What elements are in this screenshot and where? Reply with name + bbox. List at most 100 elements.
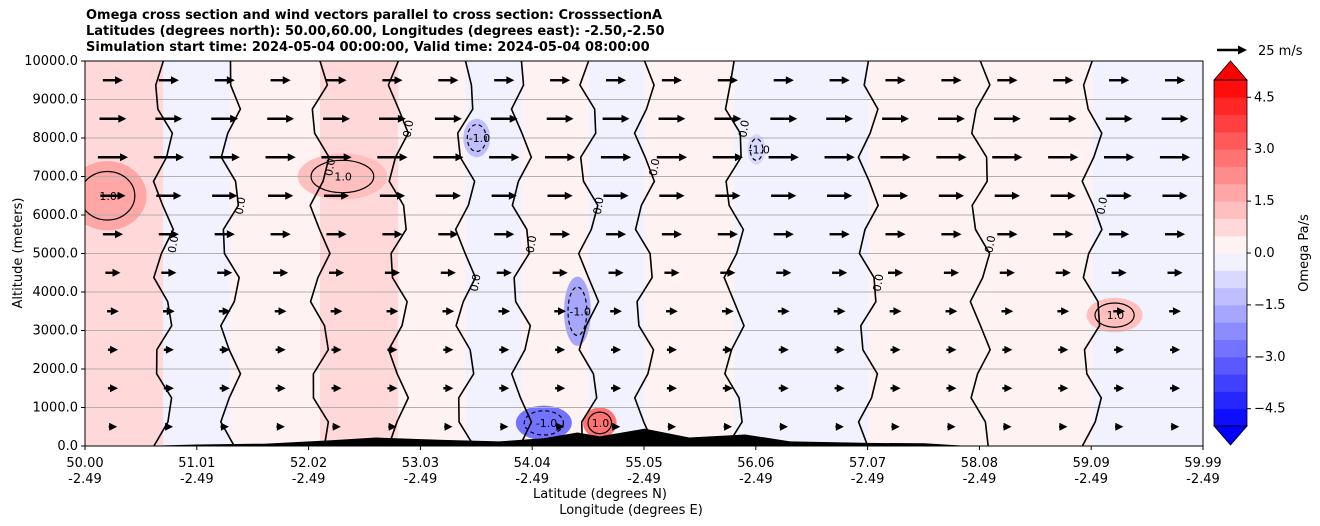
arrow-head bbox=[501, 345, 510, 354]
contour-loop bbox=[749, 138, 764, 161]
contour-line bbox=[577, 61, 600, 446]
wind-arrow bbox=[835, 422, 844, 431]
arrow-head bbox=[947, 422, 956, 431]
contour-loop bbox=[85, 170, 136, 221]
wind-arrow bbox=[829, 230, 850, 239]
arrow-head bbox=[1006, 268, 1015, 277]
terrain-profile bbox=[140, 428, 970, 446]
wind-arrow bbox=[659, 191, 685, 200]
wind-arrow bbox=[778, 384, 789, 393]
arrow-head bbox=[276, 422, 285, 431]
wind-arrow bbox=[723, 422, 733, 431]
wind-arrow bbox=[773, 230, 794, 239]
arrow-head bbox=[277, 384, 286, 393]
contour-line bbox=[309, 61, 331, 446]
wind-arrow bbox=[1164, 230, 1186, 239]
x-tick-label-lon: -2.49 bbox=[404, 472, 438, 487]
contour-loop bbox=[523, 410, 565, 436]
wind-arrow bbox=[1113, 307, 1126, 316]
arrow-head bbox=[231, 153, 240, 162]
arrow-head bbox=[1065, 76, 1074, 85]
y-tick-label: 9000.0 bbox=[33, 93, 79, 108]
arrow-head bbox=[734, 153, 743, 162]
wind-arrow bbox=[1169, 307, 1181, 316]
arrow-head bbox=[221, 384, 230, 393]
wind-arrow bbox=[768, 153, 799, 162]
contour-line bbox=[510, 61, 533, 446]
wind-arrow bbox=[379, 114, 406, 123]
arrow-head bbox=[679, 153, 688, 162]
arrow-head bbox=[1067, 191, 1076, 200]
quiver-key-arrow-head bbox=[1238, 45, 1247, 55]
colorbar-level bbox=[1214, 374, 1247, 392]
arrow-head bbox=[892, 345, 901, 354]
arrow-head bbox=[1118, 268, 1127, 277]
arrow-head bbox=[170, 76, 179, 85]
colorbar: 4.5 3.0 1.5 0.0 −1.5 −3.0 −4.5 Omega Pa/s bbox=[1213, 60, 1312, 446]
arrow-head bbox=[1009, 230, 1018, 239]
wind-arrow bbox=[494, 230, 515, 239]
wind-arrow bbox=[489, 153, 520, 162]
wind-arrow bbox=[611, 422, 621, 431]
x-tick-label-lon: -2.49 bbox=[1074, 472, 1108, 487]
arrow-head bbox=[902, 153, 911, 162]
contour-label: 0.0 bbox=[524, 235, 540, 254]
wind-arrow bbox=[379, 191, 406, 200]
wind-arrow bbox=[270, 230, 291, 239]
contour-loop bbox=[1094, 302, 1135, 328]
wind-arrow bbox=[388, 422, 397, 431]
wind-arrow bbox=[545, 153, 576, 162]
wind-arrow bbox=[1164, 76, 1186, 85]
wind-arrow bbox=[155, 114, 183, 123]
arrow-head bbox=[392, 268, 401, 277]
wind-arrow bbox=[1048, 153, 1079, 162]
wind-arrow bbox=[105, 268, 121, 277]
arrow-head bbox=[559, 268, 568, 277]
arrow-head bbox=[1115, 422, 1124, 431]
arrow-head bbox=[1123, 191, 1132, 200]
arrow-head bbox=[165, 345, 174, 354]
arrow-head bbox=[567, 153, 576, 162]
colorbar-tick-label: −3.0 bbox=[1254, 350, 1286, 365]
contour-loop bbox=[567, 286, 588, 337]
colorbar-level bbox=[1214, 166, 1247, 185]
arrow-head bbox=[781, 307, 790, 316]
colorbar-level bbox=[1214, 339, 1247, 358]
arrow-head bbox=[221, 345, 230, 354]
arrow-head bbox=[280, 268, 289, 277]
contour-label: 1.0 bbox=[592, 417, 610, 430]
y-axis: 0.0 1000.0 2000.0 3000.0 4000.0 5000.0 6000.0 7… bbox=[24, 54, 85, 454]
y-tick-label: 5000.0 bbox=[33, 247, 79, 262]
contour-label: 0.0 bbox=[736, 119, 752, 138]
wind-arrow bbox=[219, 384, 230, 393]
arrow-head bbox=[790, 153, 799, 162]
arrow-head bbox=[109, 384, 118, 393]
contour-line bbox=[969, 61, 992, 446]
arrow-head bbox=[729, 76, 738, 85]
x-tick-label-lat: 52.02 bbox=[290, 456, 327, 471]
arrow-head bbox=[341, 114, 350, 123]
wind-arrow bbox=[499, 384, 510, 393]
arrow-head bbox=[444, 422, 453, 431]
wind-arrow bbox=[433, 153, 464, 162]
wind-arrow bbox=[100, 191, 126, 200]
colorbar-level bbox=[1214, 114, 1247, 133]
contour-label: 0.0 bbox=[982, 235, 998, 254]
x-tick-label-lat: 57.07 bbox=[849, 456, 886, 471]
wind-arrow bbox=[941, 230, 962, 239]
wind-arrow bbox=[994, 191, 1020, 200]
arrow-head bbox=[780, 384, 789, 393]
title-line: Omega cross section and wind vectors par… bbox=[86, 8, 663, 23]
wind-arrow bbox=[1055, 268, 1071, 277]
arrow-head bbox=[953, 76, 962, 85]
arrow-head bbox=[900, 191, 909, 200]
arrow-head bbox=[841, 230, 850, 239]
colorbar-extend-high bbox=[1213, 60, 1248, 81]
x-tick-label-lat: 56.06 bbox=[737, 456, 774, 471]
wind-arrow bbox=[328, 268, 345, 277]
wind-arrow bbox=[1162, 191, 1188, 200]
arrow-head bbox=[618, 230, 627, 239]
wind-arrow bbox=[832, 268, 848, 277]
arrow-head bbox=[229, 191, 238, 200]
wind-arrow bbox=[274, 307, 287, 316]
